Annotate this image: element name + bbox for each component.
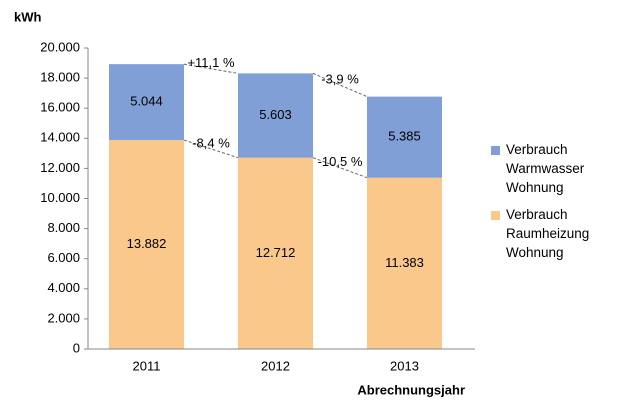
bar-segment <box>238 157 313 349</box>
annotation: +11,1 % <box>187 55 235 70</box>
bar-segment <box>367 177 442 349</box>
y-tick-label: 12.000 <box>40 160 80 175</box>
legend-label: Verbrauch Raumheizung Wohnung <box>506 207 590 260</box>
data-label: 12.712 <box>256 245 296 260</box>
bar-segment <box>238 73 313 158</box>
legend-label: Verbrauch Warmwasser Wohnung <box>506 142 585 195</box>
legend-swatch <box>491 211 500 220</box>
y-tick-label: 18.000 <box>40 70 80 85</box>
x-tick-label: 2013 <box>390 358 419 373</box>
legend-swatch <box>491 146 500 155</box>
bar-segment <box>367 96 442 178</box>
annotation-connector <box>312 157 368 179</box>
x-tick-label: 2012 <box>261 358 290 373</box>
bar-segment <box>109 64 184 141</box>
y-tick-label: 14.000 <box>40 130 80 145</box>
y-tick-label: 6.000 <box>47 250 80 265</box>
y-tick-label: 10.000 <box>40 190 80 205</box>
x-tick-label: 2011 <box>133 358 161 373</box>
annotation: -10,5 % <box>318 154 363 169</box>
annotation-connector <box>183 63 239 74</box>
y-tick-label: 20.000 <box>40 39 80 54</box>
data-label: 5.385 <box>388 129 421 144</box>
annotation-connector <box>183 139 239 159</box>
y-axis-label: kWh <box>14 9 42 24</box>
annotation: -8,4 % <box>192 135 230 150</box>
data-label: 13.882 <box>127 236 167 251</box>
y-tick-label: 2.000 <box>47 310 80 325</box>
x-axis-label: Abrechnungsjahr <box>357 382 465 397</box>
y-tick-label: 4.000 <box>47 280 80 295</box>
y-tick-label: 0 <box>73 340 80 355</box>
y-tick-label: 16.000 <box>40 100 80 115</box>
y-tick-label: 8.000 <box>47 220 80 235</box>
data-label: 11.383 <box>385 255 424 270</box>
bar-segment <box>109 140 184 349</box>
annotation: -3,9 % <box>321 71 359 86</box>
data-label: 5.603 <box>259 107 292 122</box>
data-label: 5.044 <box>130 94 163 109</box>
